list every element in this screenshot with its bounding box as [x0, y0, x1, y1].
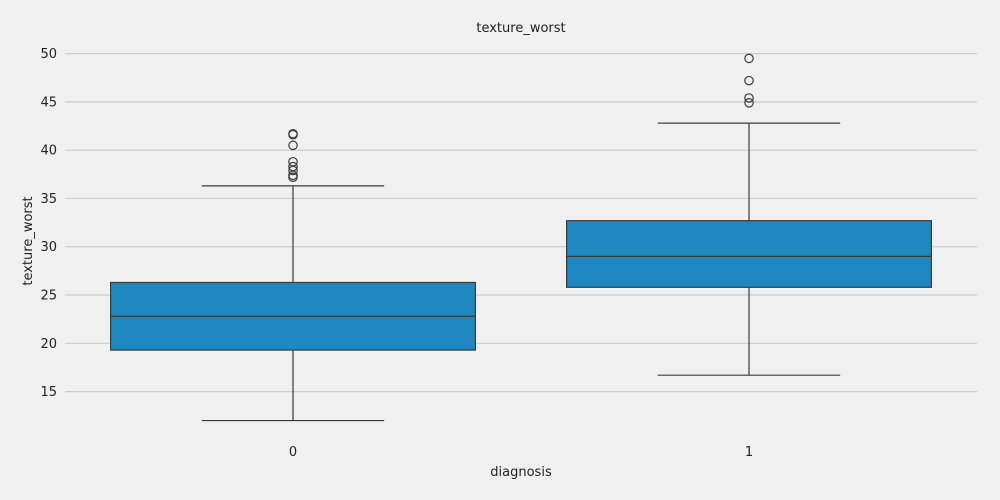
- y-axis-ticks: 15 20 25 30 35 40 45 50: [40, 47, 57, 400]
- x-axis-label: diagnosis: [490, 465, 552, 480]
- outlier-point-1-3: [744, 53, 754, 64]
- y-axis-label: texture_worst: [21, 196, 36, 285]
- outlier-point-1-2: [744, 75, 754, 86]
- x-tick-label-1: 1: [745, 445, 753, 460]
- x-tick-label-0: 0: [289, 445, 297, 460]
- outlier-point-0-7: [288, 128, 298, 139]
- outlier-point-1-1: [744, 93, 754, 103]
- boxes: [109, 53, 932, 422]
- outlier-point-1-0: [744, 98, 754, 108]
- outlier-point-0-3: [288, 161, 298, 172]
- y-tick-label-30: 30: [40, 240, 57, 255]
- y-tick-label-35: 35: [40, 192, 57, 207]
- outlier-point-0-4: [288, 156, 298, 167]
- box-iqr-1: [565, 220, 932, 288]
- outlier-point-0-1: [288, 170, 298, 181]
- box-group-0: [109, 128, 476, 422]
- y-tick-label-15: 15: [40, 385, 57, 400]
- y-tick-label-50: 50: [40, 47, 57, 62]
- box-group-1: [565, 53, 932, 376]
- y-tick-label-40: 40: [40, 144, 57, 159]
- chart-title: texture_worst: [476, 21, 565, 36]
- y-tick-label-20: 20: [40, 337, 57, 352]
- outlier-point-0-5: [288, 140, 298, 151]
- y-tick-label-45: 45: [40, 95, 57, 110]
- y-tick-label-25: 25: [40, 289, 57, 304]
